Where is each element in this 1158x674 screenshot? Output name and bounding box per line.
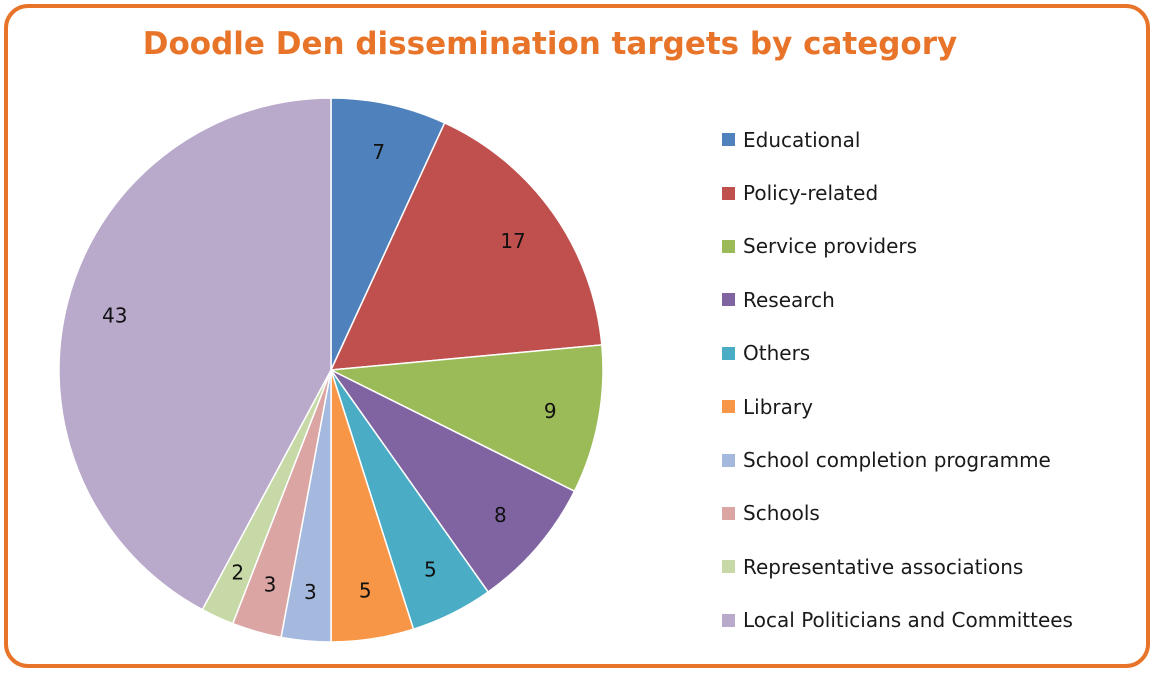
legend-label: Schools: [743, 501, 820, 526]
legend-swatch: [722, 346, 735, 360]
data-label-school-completion-programme: 3: [304, 580, 317, 604]
pie-slices: [58, 97, 604, 643]
pie-slice-educational: [330, 97, 446, 371]
pie-slice-service-providers: [328, 344, 604, 493]
legend-swatch: [722, 613, 735, 627]
data-label-research: 8: [494, 503, 507, 527]
legend-swatch: [722, 293, 735, 307]
legend-swatch: [722, 560, 735, 574]
data-label-library: 5: [359, 578, 372, 602]
legend-swatch: [722, 453, 735, 467]
legend-swatch: [722, 186, 735, 200]
legend-item: Others: [722, 327, 1073, 380]
legend-label: Research: [743, 287, 835, 312]
legend-item: School completion programme: [722, 433, 1073, 486]
data-label-educational: 7: [372, 140, 385, 164]
chart-title: Doodle Den dissemination targets by cate…: [142, 26, 958, 62]
legend-item: Educational: [722, 113, 1073, 166]
data-label-service-providers: 9: [544, 399, 557, 423]
pie-slice-local-politicians-and-committees: [58, 97, 332, 611]
legend-label: Policy-related: [743, 181, 879, 206]
legend-item: Local Politicians and Committees: [722, 594, 1073, 647]
data-label-policy-related: 17: [500, 229, 525, 253]
pie-slice-research: [330, 369, 576, 594]
legend-item: Service providers: [722, 220, 1073, 273]
data-label-representative-associations: 2: [231, 561, 244, 585]
legend-swatch: [722, 506, 735, 520]
legend-swatch: [722, 239, 735, 253]
legend-label: Educational: [743, 127, 861, 152]
legend-label: Local Politicians and Committees: [743, 608, 1073, 633]
legend-item: Representative associations: [722, 540, 1073, 593]
legend-item: Schools: [722, 487, 1073, 540]
data-label-schools: 3: [264, 573, 277, 597]
legend-label: Library: [743, 394, 813, 419]
legend-label: Service providers: [743, 234, 918, 259]
data-label-local-politicians-and-committees: 43: [102, 304, 127, 328]
legend-swatch: [722, 400, 735, 414]
data-label-others: 5: [424, 558, 437, 582]
legend-item: Research: [722, 273, 1073, 326]
legend-label: School completion programme: [743, 448, 1051, 473]
pie-slice-policy-related: [329, 121, 603, 371]
legend-label: Others: [743, 341, 811, 366]
legend-label: Representative associations: [743, 554, 1024, 579]
chart-legend: Educational Policy-related Service provide…: [722, 113, 1073, 647]
legend-swatch: [722, 133, 735, 147]
legend-item: Library: [722, 380, 1073, 433]
legend-item: Policy-related: [722, 166, 1073, 219]
